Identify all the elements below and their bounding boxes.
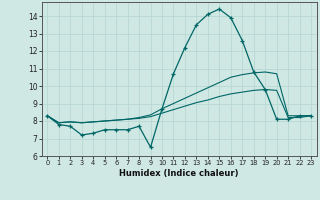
X-axis label: Humidex (Indice chaleur): Humidex (Indice chaleur) <box>119 169 239 178</box>
